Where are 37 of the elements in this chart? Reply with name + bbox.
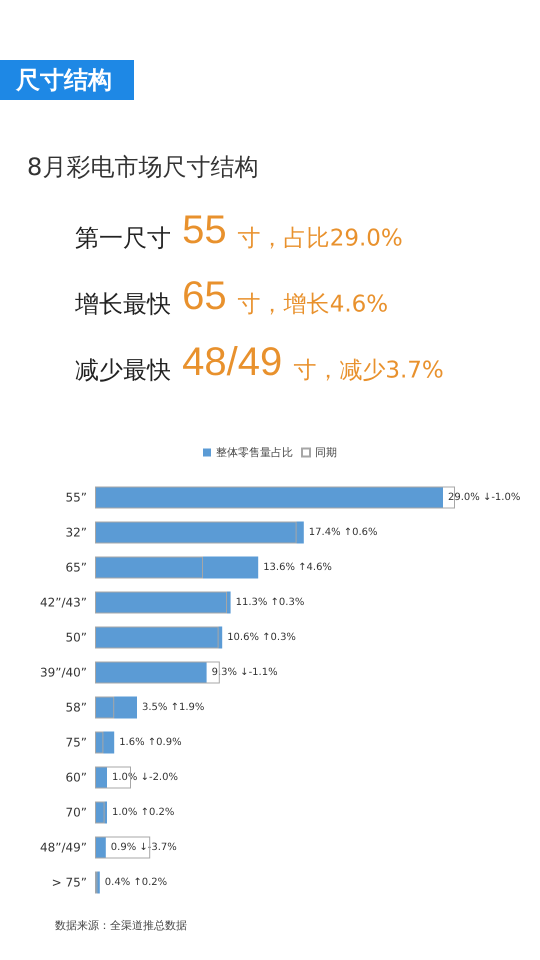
data-label: 1.6% ↑0.9% xyxy=(119,737,182,748)
data-label: 0.4% ↑0.2% xyxy=(104,877,168,888)
data-label: 11.3% ↑0.3% xyxy=(236,597,304,608)
bar xyxy=(95,732,104,754)
y-tick-label: > 75” xyxy=(52,876,87,890)
data-label: 0.9% ↓-3.7% xyxy=(110,842,177,853)
y-tick-label: 32” xyxy=(66,526,87,540)
chart-subtitle: 8月彩电市场尺寸结构 xyxy=(27,153,258,181)
text: 减少最快 48/49 寸，减少3.7% xyxy=(75,340,444,384)
bar xyxy=(95,696,137,718)
data-label: 10.6% ↑0.3% xyxy=(227,632,296,643)
y-tick-label: 70” xyxy=(66,806,87,820)
y-tick-label: 65” xyxy=(66,560,87,574)
chart-title: 尺寸结构 xyxy=(15,66,112,94)
y-tick-label: 55” xyxy=(66,490,87,504)
y-tick-label: 42”/43” xyxy=(40,596,87,610)
data-label: 17.4% ↑0.6% xyxy=(308,527,378,538)
y-tick-label: 50” xyxy=(66,630,87,644)
data-label: 13.6% ↑4.6% xyxy=(263,562,332,573)
source-note: 数据来源：全渠道推总数据 xyxy=(55,919,187,932)
data-label: 1.0% ↓-2.0% xyxy=(112,772,178,783)
data-label: 1.0% ↑0.2% xyxy=(112,807,174,818)
bar xyxy=(95,556,203,578)
legend-label: 整体零售量占比 xyxy=(216,446,293,459)
y-tick-label: 75” xyxy=(66,736,87,750)
y-tick-label: 60” xyxy=(66,770,87,784)
y-tick-label: 39”/40” xyxy=(40,666,87,680)
bar xyxy=(95,556,258,578)
y-tick-label: 48”/49” xyxy=(40,840,87,854)
text: 增长最快 65 寸，增长4.6% xyxy=(74,274,388,318)
data-label: 3.5% ↑1.9% xyxy=(142,702,204,713)
data-label: 29.0% ↓-1.0% xyxy=(448,492,520,503)
legend-label: 同期 xyxy=(315,446,337,459)
data-label: 9.3% ↓-1.1% xyxy=(212,667,278,678)
y-tick-label: 58” xyxy=(66,700,87,714)
bar xyxy=(95,696,114,718)
text: 第一尺寸 55 寸，占比29.0% xyxy=(75,208,403,252)
